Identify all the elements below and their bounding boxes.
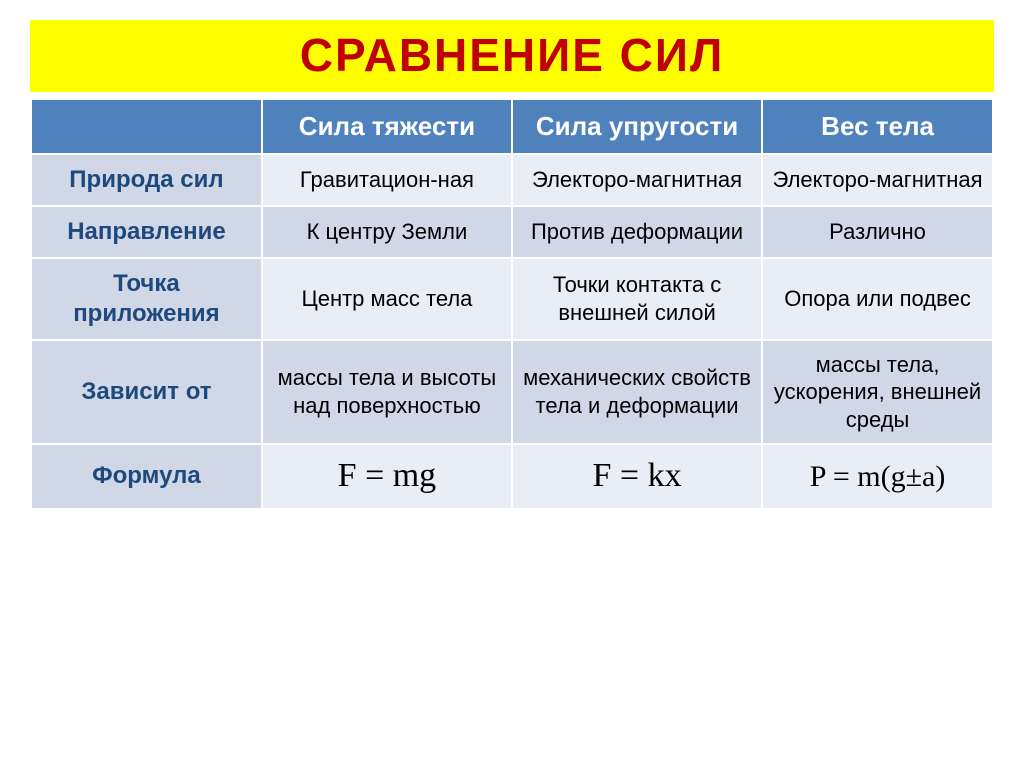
row-depends: Зависит от массы тела и высоты над повер… — [31, 340, 993, 445]
cell: Центр масс тела — [262, 258, 512, 340]
cell: Гравитацион-ная — [262, 154, 512, 206]
cell: Против деформации — [512, 206, 762, 258]
formula-weight: P = m(g±a) — [762, 444, 993, 509]
blank-corner — [31, 99, 262, 154]
rowhead-point: Точка приложения — [31, 258, 262, 340]
formula-gravity: F = mg — [262, 444, 512, 509]
row-point: Точка приложения Центр масс тела Точки к… — [31, 258, 993, 340]
col-weight: Вес тела — [762, 99, 993, 154]
rowhead-direction: Направление — [31, 206, 262, 258]
col-elasticity: Сила упругости — [512, 99, 762, 154]
cell: Электоро-магнитная — [512, 154, 762, 206]
comparison-table: Сила тяжести Сила упругости Вес тела При… — [30, 98, 994, 510]
cell: массы тела и высоты над поверхностью — [262, 340, 512, 445]
cell: массы тела, ускорения, внешней среды — [762, 340, 993, 445]
row-formula: Формула F = mg F = kx P = m(g±a) — [31, 444, 993, 509]
cell: Электоро-магнитная — [762, 154, 993, 206]
formula-elasticity: F = kx — [512, 444, 762, 509]
cell: Различно — [762, 206, 993, 258]
rowhead-depends: Зависит от — [31, 340, 262, 445]
row-direction: Направление К центру Земли Против деформ… — [31, 206, 993, 258]
cell: Точки контакта с внешней силой — [512, 258, 762, 340]
rowhead-formula: Формула — [31, 444, 262, 509]
cell: механических свойств тела и деформации — [512, 340, 762, 445]
row-nature: Природа сил Гравитацион-ная Электоро-маг… — [31, 154, 993, 206]
col-gravity: Сила тяжести — [262, 99, 512, 154]
page-title: СРАВНЕНИЕ СИЛ — [30, 20, 994, 92]
cell: К центру Земли — [262, 206, 512, 258]
header-row: Сила тяжести Сила упругости Вес тела — [31, 99, 993, 154]
cell: Опора или подвес — [762, 258, 993, 340]
rowhead-nature: Природа сил — [31, 154, 262, 206]
